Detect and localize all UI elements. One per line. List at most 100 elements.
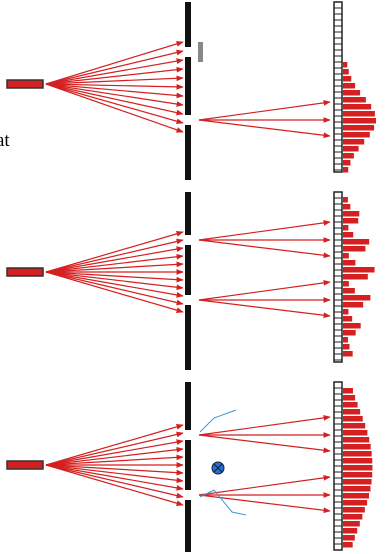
ray <box>46 272 183 288</box>
ray <box>199 435 330 451</box>
histogram-bar <box>343 337 348 343</box>
wall <box>185 382 191 430</box>
wall <box>185 2 191 47</box>
double-slit-diagram: at <box>0 0 385 554</box>
histogram-bar <box>343 204 350 210</box>
histogram-bar <box>343 423 365 429</box>
laser <box>7 461 43 469</box>
histogram-bar <box>343 118 376 124</box>
histogram-bar <box>343 351 353 357</box>
histogram-bar <box>343 514 362 520</box>
wall <box>185 125 191 180</box>
cropped-text: at <box>0 130 10 151</box>
histogram-bar <box>343 153 354 159</box>
histogram-bar <box>343 479 372 485</box>
histogram-bar <box>343 146 359 152</box>
ray <box>46 465 183 497</box>
artwork <box>7 2 376 552</box>
histogram-bar <box>343 232 353 238</box>
histogram-bar <box>343 330 356 336</box>
histogram-bar <box>343 211 359 217</box>
histogram-bar <box>343 246 365 252</box>
histogram-bar <box>343 281 349 287</box>
histogram-bar <box>343 69 349 75</box>
histogram-bar <box>343 493 369 499</box>
ray <box>46 465 183 481</box>
histogram-bar <box>343 76 351 82</box>
scatter-line <box>200 490 246 515</box>
histogram-bar <box>343 90 360 96</box>
histogram-bar <box>343 395 355 401</box>
histogram-bar <box>343 197 348 203</box>
laser <box>7 80 43 88</box>
ray <box>199 300 330 316</box>
histogram-bar <box>343 309 348 315</box>
ray <box>199 222 330 240</box>
histogram-bar <box>343 125 374 131</box>
histogram-bar <box>343 323 361 329</box>
histogram-bar <box>343 302 363 308</box>
histogram-bar <box>343 132 370 138</box>
wall <box>185 500 191 552</box>
histogram-bar <box>343 111 375 117</box>
ray <box>46 84 183 114</box>
histogram-bar <box>343 295 370 301</box>
ray <box>46 240 183 272</box>
histogram-bar <box>343 451 372 457</box>
histogram-bar <box>343 388 353 394</box>
ray <box>46 256 183 272</box>
ray <box>46 69 183 84</box>
ray <box>46 449 183 465</box>
histogram-bar <box>343 267 375 273</box>
scatter-line <box>200 410 236 432</box>
histogram-bar <box>343 472 372 478</box>
wall <box>185 245 191 295</box>
histogram-bar <box>343 104 371 110</box>
histogram-bar <box>343 97 366 103</box>
ray <box>46 272 183 304</box>
histogram-bar <box>343 402 358 408</box>
ray <box>199 495 330 511</box>
histogram-bar <box>343 521 360 527</box>
ray <box>199 282 330 300</box>
histogram-bar <box>343 274 368 280</box>
histogram-bar <box>343 465 372 471</box>
histogram-bar <box>343 260 355 266</box>
histogram-bar <box>343 225 348 231</box>
wall <box>185 192 191 235</box>
laser <box>7 268 43 276</box>
histogram-bar <box>343 500 367 506</box>
histogram-bar <box>343 62 347 68</box>
histogram-bar <box>343 316 352 322</box>
histogram-bar <box>343 542 353 548</box>
ray <box>199 417 330 435</box>
histogram-bar <box>343 139 364 145</box>
shutter <box>198 42 203 62</box>
ray <box>199 477 330 495</box>
ray <box>46 84 183 132</box>
wall <box>185 305 191 370</box>
histogram-bar <box>343 507 365 513</box>
histogram-bar <box>343 167 348 173</box>
histogram-bar <box>343 444 371 450</box>
histogram-bar <box>343 253 349 259</box>
histogram-bar <box>343 83 355 89</box>
histogram-bar <box>343 528 357 534</box>
histogram-bar <box>343 239 369 245</box>
wall <box>185 57 191 115</box>
ray <box>199 240 330 256</box>
histogram-bar <box>343 430 367 436</box>
histogram-bar <box>343 218 358 224</box>
ray <box>199 102 330 120</box>
histogram-bar <box>343 409 360 415</box>
histogram-bar <box>343 458 372 464</box>
ray <box>199 120 330 136</box>
ray <box>46 433 183 465</box>
histogram-bar <box>343 437 369 443</box>
histogram-bar <box>343 535 355 541</box>
histogram-bar <box>343 486 370 492</box>
histogram-bar <box>343 288 355 294</box>
wall <box>185 440 191 490</box>
histogram-bar <box>343 416 363 422</box>
histogram-bar <box>343 344 350 350</box>
